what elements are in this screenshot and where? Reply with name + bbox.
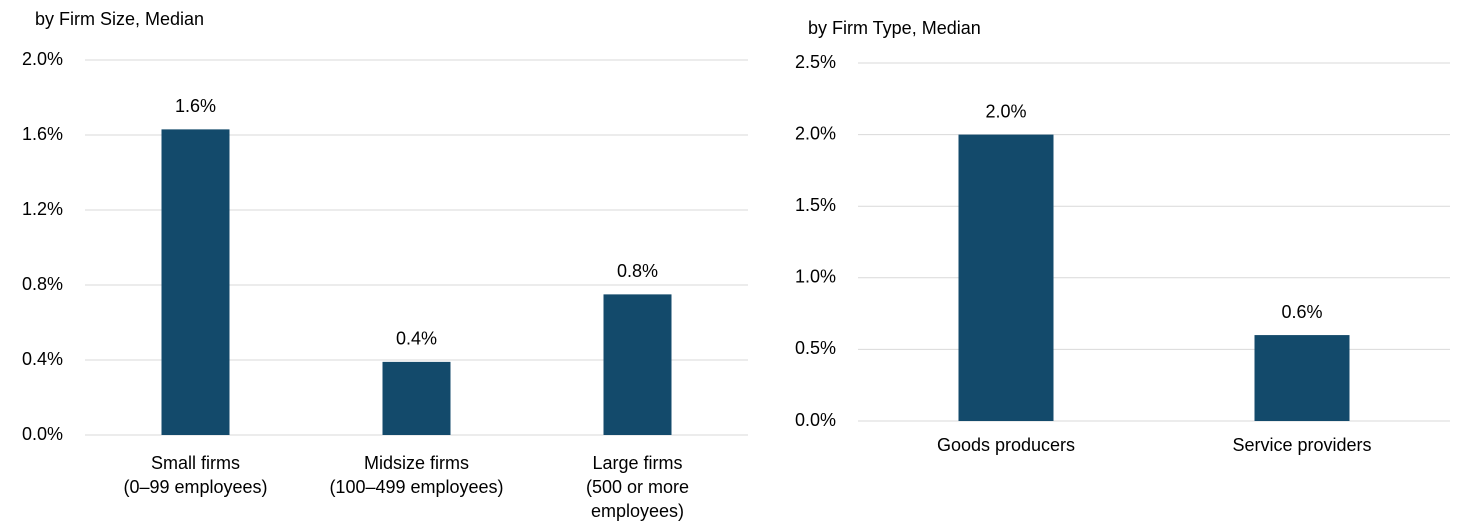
value-label: 1.6% <box>175 96 216 116</box>
bar <box>958 134 1054 421</box>
bar <box>603 294 672 435</box>
y-tick-label: 2.0% <box>795 123 836 143</box>
x-tick-label: Small firms <box>151 453 240 473</box>
y-tick-label: 2.0% <box>22 49 63 69</box>
y-tick-label: 0.4% <box>22 349 63 369</box>
x-tick-label: Large firms <box>592 453 682 473</box>
x-tick-label: (500 or more <box>586 477 689 497</box>
value-label: 2.0% <box>985 101 1026 121</box>
y-tick-label: 1.0% <box>795 267 836 287</box>
x-tick-label: Midsize firms <box>364 453 469 473</box>
y-tick-label: 2.5% <box>795 52 836 72</box>
bar <box>1254 335 1350 421</box>
value-label: 0.4% <box>396 329 437 349</box>
x-tick-label: (100–499 employees) <box>329 477 503 497</box>
value-label: 0.6% <box>1281 302 1322 322</box>
x-tick-label: (0–99 employees) <box>123 477 267 497</box>
bar <box>382 361 451 435</box>
y-tick-label: 1.6% <box>22 124 63 144</box>
y-tick-label: 1.2% <box>22 199 63 219</box>
y-tick-label: 1.5% <box>795 195 836 215</box>
chart-title: by Firm Type, Median <box>808 18 981 38</box>
value-label: 0.8% <box>617 261 658 281</box>
x-tick-label: employees) <box>591 501 684 521</box>
bar <box>161 129 230 435</box>
y-tick-label: 0.8% <box>22 274 63 294</box>
x-tick-label: Goods producers <box>937 435 1075 455</box>
chart-title: by Firm Size, Median <box>35 9 204 29</box>
y-tick-label: 0.5% <box>795 338 836 358</box>
x-tick-label: Service providers <box>1232 435 1371 455</box>
y-tick-label: 0.0% <box>22 424 63 444</box>
y-tick-label: 0.0% <box>795 410 836 430</box>
